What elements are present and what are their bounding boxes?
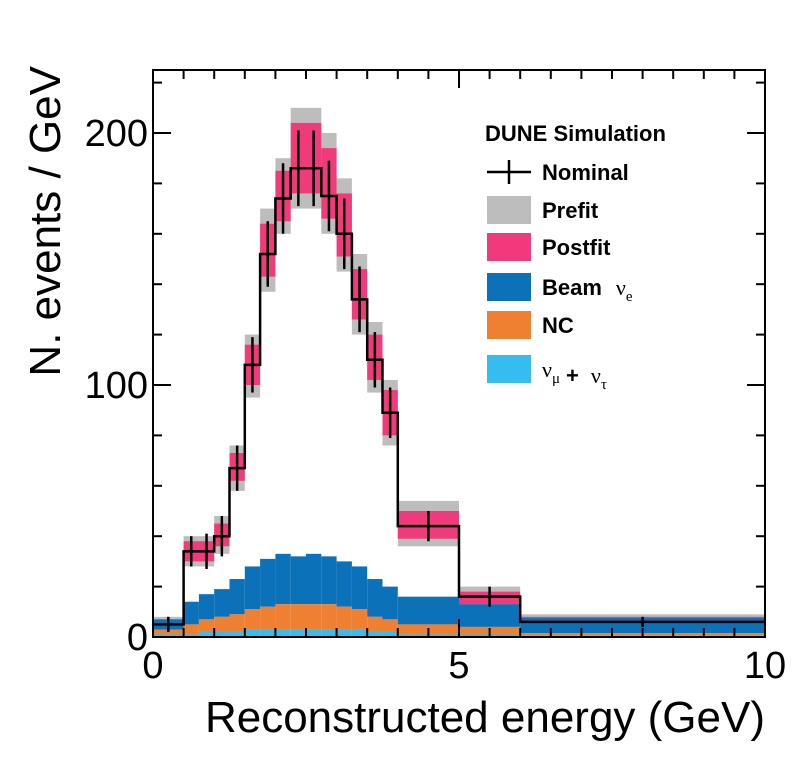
nc-bar	[306, 604, 322, 630]
simulation-label: DUNE Simulation	[485, 121, 666, 146]
legend-item-prefit: Prefit	[487, 196, 599, 224]
numu-nutau-bar	[183, 634, 199, 637]
nc-bar	[290, 604, 306, 630]
uncertainty-bands	[153, 107, 765, 632]
numu-nutau-bar	[153, 634, 184, 637]
beam-nue-bar	[198, 594, 215, 620]
legend-swatch	[487, 311, 531, 339]
numu-nutau-bar	[306, 629, 322, 637]
numu-nutau-bar	[244, 629, 261, 637]
legend-label: Postfit	[542, 235, 611, 260]
nc-bar	[214, 616, 230, 632]
legend-swatch	[487, 233, 531, 261]
nc-bar	[260, 606, 276, 630]
numu-nutau-bar	[290, 629, 306, 637]
beam-nue-bar	[397, 596, 459, 625]
y-tick-label: 0	[127, 617, 148, 659]
nc-bar	[367, 616, 383, 632]
beam-nue-bar	[214, 589, 230, 617]
numu-nutau-bar	[367, 631, 383, 637]
legend-label: Beam νe	[542, 275, 633, 305]
nc-bar	[382, 619, 398, 632]
legend: Nominal Prefit Postfit Beam νe NC νμ + ντ	[487, 160, 633, 393]
beam-nue-bar	[382, 586, 398, 620]
axis-ticks	[152, 70, 766, 638]
numu-nutau-bar	[382, 631, 398, 637]
beam-nue-bar	[244, 566, 261, 610]
nc-bar	[244, 609, 261, 630]
y-axis-title: N. events / GeV	[21, 65, 70, 376]
beam-nue-bar	[336, 561, 352, 607]
x-tick-label: 5	[448, 645, 469, 687]
beam-nue-bar	[367, 579, 383, 617]
y-tick-label: 200	[85, 113, 148, 155]
legend-swatch	[487, 196, 531, 224]
nc-bar	[198, 619, 215, 632]
numu-nutau-bar	[321, 629, 337, 637]
nc-bar	[321, 604, 337, 630]
beam-nue-bar	[260, 558, 276, 607]
beam-nue-bar	[306, 553, 322, 605]
legend-label: NC	[542, 313, 574, 338]
beam-nue-bar	[229, 579, 245, 615]
x-tick-label: 0	[142, 645, 163, 687]
beam-nue-bar	[275, 553, 291, 605]
x-axis-title: Reconstructed energy (GeV)	[205, 693, 765, 742]
nc-bar	[336, 606, 352, 630]
beam-nue-bar	[459, 604, 521, 627]
numu-nutau-bar	[214, 631, 230, 637]
nc-bar	[183, 624, 199, 635]
beam-nue-bar	[290, 556, 306, 605]
nc-bar	[275, 604, 291, 630]
legend-item-beam-nue: Beam νe	[487, 273, 633, 305]
numu-nutau-bar	[351, 629, 368, 637]
nc-bar	[229, 614, 245, 632]
legend-item-postfit: Postfit	[487, 233, 611, 261]
legend-label: Nominal	[542, 160, 629, 185]
nc-bar	[351, 609, 368, 630]
numu-nutau-bar	[260, 629, 276, 637]
beam-nue-bar	[351, 566, 368, 610]
numu-nutau-bar	[275, 629, 291, 637]
beam-nue-bar	[321, 556, 337, 605]
legend-label: νμ + ντ	[542, 357, 607, 393]
beam-nue-bar	[183, 601, 199, 625]
y-tick-label: 100	[85, 365, 148, 407]
legend-label: Prefit	[542, 198, 599, 223]
legend-item-nc: NC	[487, 311, 574, 339]
legend-item-numu-nutau: νμ + ντ	[487, 355, 607, 393]
numu-nutau-bar	[229, 631, 245, 637]
x-tick-label: 10	[744, 645, 786, 687]
legend-item-nominal: Nominal	[487, 160, 629, 185]
nominal-series	[153, 130, 765, 632]
legend-swatch	[487, 273, 531, 301]
legend-swatch	[487, 355, 531, 383]
numu-nutau-bar	[198, 631, 215, 637]
numu-nutau-bar	[336, 629, 352, 637]
